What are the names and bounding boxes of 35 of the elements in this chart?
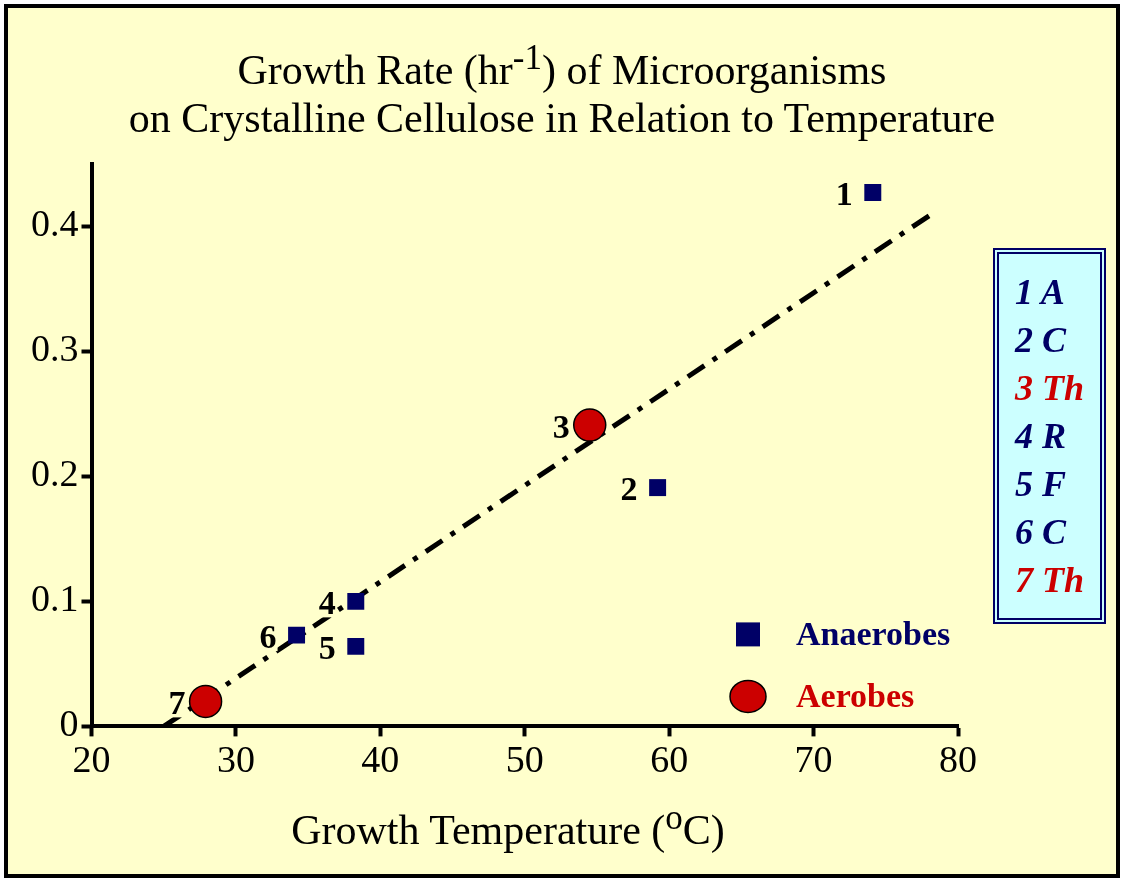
point: [864, 184, 882, 202]
x-tick-label: 50: [505, 738, 544, 781]
point: [288, 626, 306, 644]
annotation: 3: [552, 407, 570, 445]
text: 3 Th: [1015, 367, 1085, 410]
point: [347, 592, 365, 610]
annotation: 2: [620, 470, 638, 508]
annotation: 4: [318, 584, 336, 622]
x-tick-label: 80: [939, 738, 977, 781]
y-tick-label: 0.2: [31, 452, 79, 495]
point: [347, 637, 365, 655]
text: 6 C: [1015, 511, 1068, 554]
legend-label: Anaerobes: [796, 615, 951, 653]
chart-title: Growth Rate (hr$^{-1}$) of Microorganisms on Crystalline Cellulose in Relation to Temperature: [127, 37, 997, 142]
y-tick-label: 0.3: [31, 327, 79, 370]
y-tick-label: 0.1: [31, 577, 79, 620]
text: 4 R: [1015, 415, 1067, 458]
x-axis-title: Growth Temperature ($^{o}$C): [290, 798, 726, 854]
point: [188, 684, 223, 719]
annotation: 1: [835, 175, 853, 213]
legend-label: Aerobes: [796, 677, 915, 715]
x-tick-label: 40: [361, 738, 400, 781]
text: 7 Th: [1015, 559, 1085, 602]
y-tick-label: 0.4: [31, 202, 79, 245]
x-tick-label: 30: [216, 738, 255, 781]
text: 2 C: [1015, 319, 1068, 362]
annotation: 5: [318, 629, 336, 667]
point: [649, 479, 667, 497]
annotation: 7: [168, 684, 186, 722]
x-tick-label: 60: [650, 738, 689, 781]
annotation: 6: [259, 617, 277, 655]
x-tick-label: 70: [794, 738, 833, 781]
point: [572, 408, 607, 442]
text: 1 A: [1015, 271, 1066, 314]
text: 5 F: [1015, 463, 1067, 506]
